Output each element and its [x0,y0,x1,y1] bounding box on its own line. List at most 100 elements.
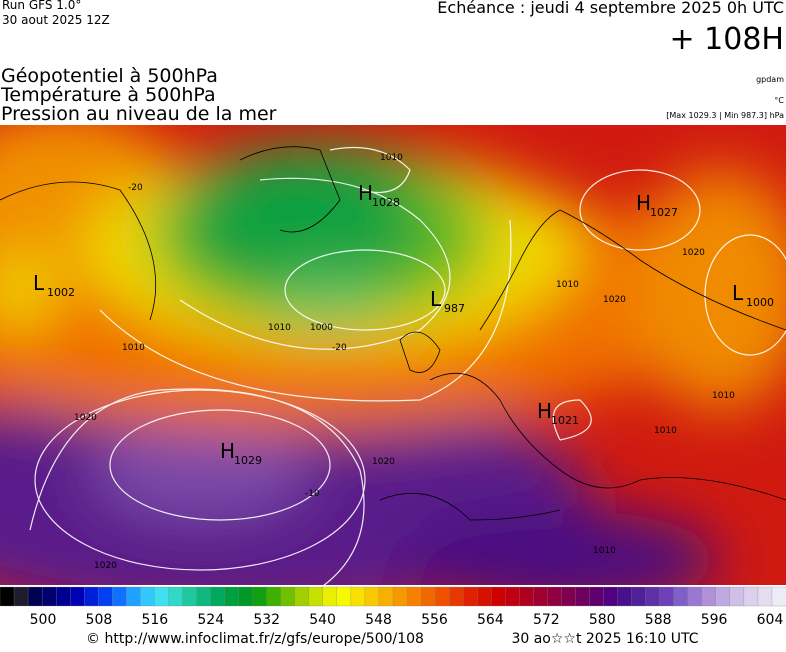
contour-label: 1010 [122,343,145,353]
title: Géopotentiel à 500hPa [1,65,218,87]
colorbar-swatch [659,586,675,607]
echeance: Echéance : jeudi 4 septembre 2025 0h UTC [437,0,784,17]
contour-label: 1010 [268,323,291,333]
contour-label: 1010 [380,153,403,163]
colorbar-swatch [182,586,197,607]
colorbar-swatch [266,586,282,607]
colorbar-swatch [589,586,604,607]
colorbar-swatch [491,586,506,607]
colorbar-label: 588 [645,612,672,628]
colorbar-swatch [252,586,268,607]
colorbar-swatch [0,586,15,607]
colorbar-swatch [322,586,338,607]
colorbar-swatch [477,586,492,607]
colorbar-swatch [505,586,520,607]
colorbar-swatch [757,586,773,607]
colorbar-swatch [434,586,450,607]
colorbar-label: 572 [533,612,560,628]
center-pressure: 1027 [650,206,678,219]
colorbar-swatch [126,586,141,607]
colorbar-swatch [308,586,324,607]
center-pressure: 1028 [372,196,400,209]
colorbar-label: 508 [86,612,113,628]
contour-label: -20 [332,343,347,353]
run: Run GFS 1.0° [2,0,81,12]
colorbar-swatch [364,586,380,607]
colorbar-swatch [238,586,254,607]
colorbar-swatch [196,586,211,607]
colorbar-swatch [547,586,562,607]
colorbar-label: 604 [757,612,784,628]
colorbar-swatch [463,586,478,607]
colorbar-swatch [617,586,633,607]
center-letter: H [636,191,651,215]
colorbar-label: 516 [141,612,168,628]
range: [Max 1029.3 | Min 987.3] hPa [666,111,784,120]
colorbar-swatch [84,586,99,607]
colorbar-swatch [729,586,745,607]
colorbar-swatch [294,586,310,607]
unit: gpdam [756,75,784,84]
colorbar-swatch [561,586,576,607]
lead-time: + 108H [670,22,785,57]
colorbar-swatch [140,586,155,607]
colorbar-swatch [350,586,366,607]
colorbar-label: 596 [701,612,728,628]
colorbar-label: 540 [309,612,336,628]
center-pressure: 1002 [47,286,75,299]
colorbar-swatch [336,586,352,607]
colorbar-swatch [210,586,226,607]
colorbar-swatch [378,586,394,607]
title: Température à 500hPa [0,84,216,106]
contour-label: 1020 [682,248,705,258]
center-letter: H [220,439,235,463]
colorbar-swatch [603,586,619,607]
colorbar-label: 580 [589,612,616,628]
colorbar-swatch [687,586,703,607]
colorbar-swatch [13,586,29,607]
footer-date: 30 ao☆☆t 2025 16:10 UTC [511,631,698,647]
colorbar-swatch [70,586,85,607]
colorbar-label: 500 [30,612,57,628]
center-pressure: 987 [444,302,465,315]
colorbar-swatch [575,586,590,607]
colorbar-swatch [55,586,71,607]
title: Pression au niveau de la mer [1,103,277,125]
unit: °C [774,96,784,105]
colorbar-label: 532 [253,612,280,628]
center-pressure: 1029 [234,454,262,467]
colorbar-swatch [771,586,786,607]
center-pressure: 1021 [551,414,579,427]
colorbar-swatch [701,586,717,607]
colorbar-swatch [406,586,422,607]
contour-label: 1020 [94,561,117,571]
colorbar-swatch [392,586,408,607]
colorbar-swatch [631,586,647,607]
contour-label: 1010 [556,280,579,290]
contour-label: 1020 [74,413,97,423]
colorbar-swatch [112,586,127,607]
colorbar-label: 548 [365,612,392,628]
contour-label: 1020 [603,295,626,305]
colorbar-swatch [224,586,240,607]
contour-label: 1010 [593,546,616,556]
contour-label: -20 [128,183,143,193]
colorbar-swatch [715,586,731,607]
contour-label: 1010 [712,391,735,401]
contour-label: 1020 [372,457,395,467]
run-date: 30 aout 2025 12Z [2,13,110,27]
colorbar-swatch [98,586,113,607]
center-letter: H [537,399,552,423]
colorbar-swatch [448,586,464,607]
source-url: © http://www.infoclimat.fr/z/gfs/europe/… [86,631,424,647]
colorbar-label: 556 [421,612,448,628]
colorbar-label: 564 [477,612,504,628]
center-letter: L [430,287,442,311]
colorbar-swatch [280,586,296,607]
center-letter: H [358,181,373,205]
colorbar-swatch [168,586,183,607]
colorbar-swatch [154,586,169,607]
contour-label: 1010 [654,426,677,436]
